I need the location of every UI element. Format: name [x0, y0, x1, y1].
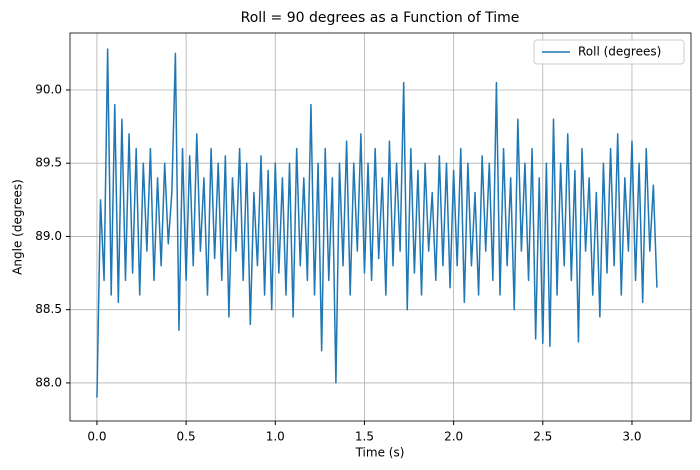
x-tick-label: 0.0 [87, 430, 106, 444]
x-tick-label: 1.5 [355, 430, 374, 444]
chart-title: Roll = 90 degrees as a Function of Time [241, 10, 520, 26]
x-tick-label: 2.5 [533, 430, 552, 444]
plot-frame [69, 32, 692, 422]
y-tick-label: 90.0 [35, 82, 62, 96]
x-tick-label: 0.5 [177, 430, 196, 444]
x-tick-label: 1.0 [266, 430, 285, 444]
y-tick-label: 88.5 [35, 302, 62, 316]
x-axis-label: Time (s) [355, 446, 405, 460]
data-line [96, 48, 658, 398]
x-tick-label: 2.0 [444, 430, 463, 444]
y-axis-label: Angle (degrees) [11, 179, 25, 275]
legend-box [533, 39, 685, 65]
legend-label: Roll (degrees) [578, 45, 661, 59]
x-tick-label: 3.0 [622, 430, 641, 444]
y-tick-label: 89.5 [35, 156, 62, 170]
y-tick-label: 88.0 [35, 375, 62, 389]
y-tick-label: 89.0 [35, 229, 62, 243]
